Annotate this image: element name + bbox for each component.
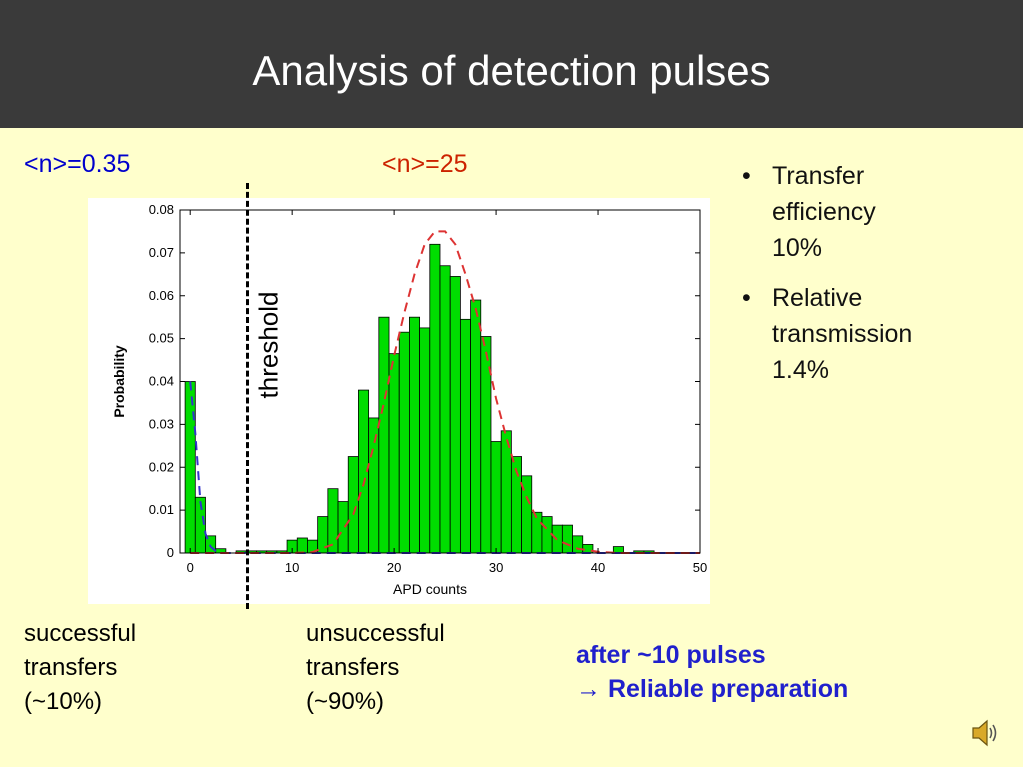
histogram-bar — [388, 353, 400, 554]
caption-line: transfers — [306, 654, 400, 681]
conclusion-text: after ~10 pulses → Reliable preparation — [576, 638, 848, 706]
speaker-icon[interactable] — [970, 716, 1000, 750]
threshold-text: threshold — [253, 291, 284, 399]
caption-unsuccessful-transfers: unsuccessful transfers (~90%) — [306, 617, 445, 719]
bullet-icon: • — [742, 284, 751, 312]
bullet-list: • Transfer efficiency 10% • Relative tra… — [738, 158, 1008, 402]
histogram-bar — [561, 524, 573, 554]
conclusion-line: after ~10 pulses — [576, 641, 766, 669]
threshold-label: threshold — [247, 280, 291, 410]
slide-title: Analysis of detection pulses — [252, 47, 771, 94]
bullet-line: 1.4% — [772, 356, 829, 384]
bullet-line: Transfer — [772, 162, 865, 190]
x-tick-label: 30 — [489, 560, 503, 575]
y-tick-label: 0.03 — [149, 416, 174, 431]
caption-successful-transfers: successful transfers (~10%) — [24, 617, 136, 719]
histogram-bar — [490, 441, 502, 554]
caption-line: transfers — [24, 654, 118, 681]
mean-photon-label-low: <n>=0.35 — [24, 150, 131, 178]
histogram-bar — [296, 537, 308, 554]
histogram-bar — [409, 316, 421, 554]
histogram-svg: 0 0.01 0.02 0.03 0.04 0.05 0.06 0.07 0.08 0 10 20 30… — [111, 202, 707, 597]
bullet-line: 10% — [772, 234, 823, 262]
histogram-bar — [439, 265, 451, 554]
histogram-bar — [419, 327, 431, 554]
histogram-bar — [398, 331, 410, 554]
caption-line: successful — [24, 620, 137, 647]
bullet-line: transmission — [772, 320, 913, 348]
histogram-bar — [368, 417, 380, 554]
y-tick-label: 0.01 — [149, 502, 174, 517]
threshold-line — [246, 183, 249, 609]
bullet-relative-transmission: • Relative transmission 1.4% — [738, 280, 1008, 388]
histogram-bar — [337, 501, 349, 554]
y-tick-label: 0 — [167, 545, 174, 560]
histogram-bar — [459, 318, 471, 554]
y-tick-label: 0.06 — [149, 288, 174, 303]
y-tick-label: 0.08 — [149, 202, 174, 217]
y-tick-label: 0.07 — [149, 245, 174, 260]
histogram-bar — [347, 456, 359, 554]
mean-photon-label-high: <n>=25 — [382, 150, 468, 178]
y-tick-label: 0.05 — [149, 331, 174, 346]
x-tick-label: 20 — [387, 560, 401, 575]
conclusion-line: → Reliable preparation — [576, 675, 849, 703]
bullet-line: Relative — [772, 284, 863, 312]
x-tick-label: 10 — [285, 560, 299, 575]
y-axis-label: Probability — [111, 345, 127, 418]
bullet-transfer-efficiency: • Transfer efficiency 10% — [738, 158, 1008, 266]
y-tick-label: 0.04 — [149, 374, 174, 389]
histogram-bar — [572, 535, 584, 554]
bullet-icon: • — [742, 162, 751, 190]
caption-line: (~10%) — [24, 688, 103, 715]
histogram-bar — [470, 299, 482, 554]
histogram-bar — [449, 276, 461, 554]
histogram-bar — [327, 488, 339, 554]
caption-line: (~90%) — [306, 688, 385, 715]
x-tick-label: 40 — [591, 560, 605, 575]
histogram-bar — [500, 430, 512, 554]
histogram-bar — [184, 381, 196, 554]
x-tick-label: 0 — [187, 560, 194, 575]
title-bar — [0, 0, 1023, 128]
histogram-bar — [541, 516, 553, 554]
bullet-line: efficiency — [772, 198, 876, 226]
x-tick-label: 50 — [693, 560, 707, 575]
y-tick-label: 0.02 — [149, 459, 174, 474]
histogram-chart: 0 0.01 0.02 0.03 0.04 0.05 0.06 0.07 0.08 0 10 20 30… — [88, 198, 710, 604]
histogram-bar — [531, 511, 543, 554]
histogram-bar — [429, 243, 441, 554]
histogram-bar — [378, 316, 390, 554]
x-axis-label: APD counts — [393, 581, 467, 597]
caption-line: unsuccessful — [306, 620, 445, 647]
